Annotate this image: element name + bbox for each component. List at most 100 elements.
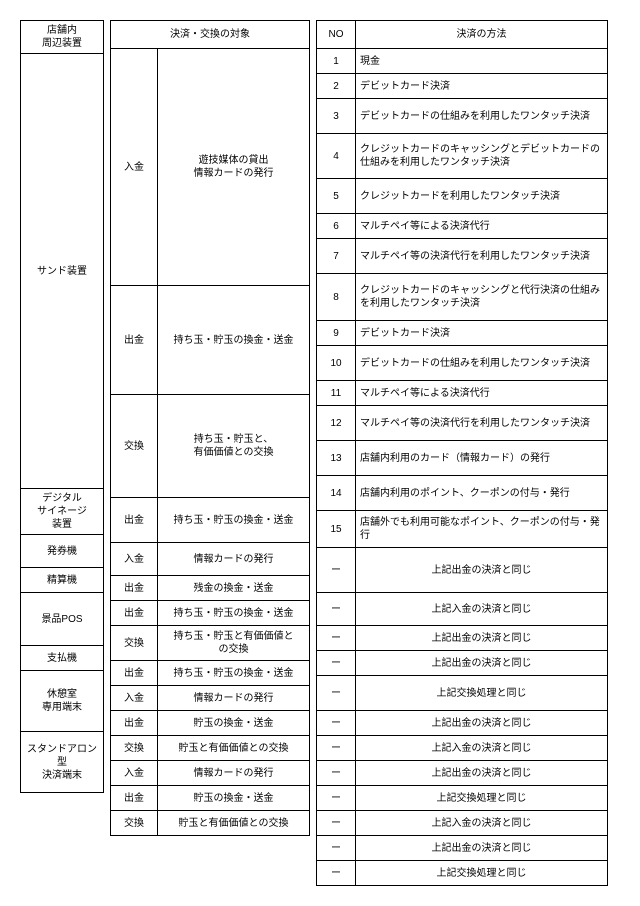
mid-type-cell: 交換 [111,736,158,761]
right-desc-cell: 上記交換処理と同じ [356,861,608,886]
right-desc-cell: デビットカード決済 [356,321,608,346]
right-no-cell: ー [317,786,356,811]
right-desc-cell: 上記出金の決済と同じ [356,626,608,651]
right-desc-cell: 上記出金の決済と同じ [356,761,608,786]
right-desc-cell: 上記入金の決済と同じ [356,811,608,836]
right-header-no: NO [317,21,356,49]
left-cell: 発券機 [21,535,104,568]
table-container: 店舗内周辺装置 サンド装置デジタルサイネージ装置発券機精算機景品POS支払機休憩… [20,20,620,886]
mid-desc-cell: 持ち玉・貯玉の換金・送金 [158,286,310,395]
right-no-cell: 8 [317,274,356,321]
mid-desc-cell: 情報カードの発行 [158,543,310,576]
right-no-cell: 12 [317,406,356,441]
mid-type-cell: 入金 [111,686,158,711]
right-no-cell: ー [317,736,356,761]
right-table: NO 決済の方法 1現金2デビットカード決済3デビットカードの仕組みを利用したワ… [316,20,608,886]
right-no-cell: ー [317,548,356,593]
right-desc-cell: クレジットカードのキャッシングと代行決済の仕組みを利用したワンタッチ決済 [356,274,608,321]
mid-type-cell: 出金 [111,498,158,543]
mid-desc-cell: 貯玉と有価価値との交換 [158,811,310,836]
right-desc-cell: 上記出金の決済と同じ [356,836,608,861]
right-desc-cell: デビットカードの仕組みを利用したワンタッチ決済 [356,99,608,134]
mid-desc-cell: 持ち玉・貯玉の換金・送金 [158,661,310,686]
right-no-cell: 9 [317,321,356,346]
right-desc-cell: 上記交換処理と同じ [356,786,608,811]
mid-type-cell: 入金 [111,49,158,286]
right-no-cell: ー [317,711,356,736]
mid-header: 決済・交換の対象 [111,21,310,49]
right-desc-cell: 上記出金の決済と同じ [356,651,608,676]
right-no-cell: ー [317,811,356,836]
right-no-cell: 6 [317,214,356,239]
right-desc-cell: 店舗内利用のポイント、クーポンの付与・発行 [356,476,608,511]
mid-type-cell: 入金 [111,761,158,786]
mid-desc-cell: 残金の換金・送金 [158,576,310,601]
right-desc-cell: 現金 [356,49,608,74]
right-no-cell: ー [317,836,356,861]
right-desc-cell: 店舗内利用のカード（情報カード）の発行 [356,441,608,476]
right-no-cell: 3 [317,99,356,134]
left-cell: スタンドアロン型決済端末 [21,732,104,793]
right-desc-cell: 上記交換処理と同じ [356,676,608,711]
left-table: 店舗内周辺装置 サンド装置デジタルサイネージ装置発券機精算機景品POS支払機休憩… [20,20,104,793]
mid-type-cell: 出金 [111,786,158,811]
right-no-cell: 15 [317,511,356,548]
right-no-cell: ー [317,593,356,626]
mid-desc-cell: 情報カードの発行 [158,761,310,786]
right-desc-cell: 店舗外でも利用可能なポイント、クーポンの付与・発行 [356,511,608,548]
mid-type-cell: 入金 [111,543,158,576]
right-desc-cell: クレジットカードを利用したワンタッチ決済 [356,179,608,214]
right-desc-cell: デビットカード決済 [356,74,608,99]
right-desc-cell: マルチペイ等の決済代行を利用したワンタッチ決済 [356,239,608,274]
right-no-cell: 13 [317,441,356,476]
mid-type-cell: 出金 [111,601,158,626]
left-cell: 精算機 [21,568,104,593]
mid-desc-cell: 持ち玉・貯玉と有価価値との交換 [158,626,310,661]
middle-table: 決済・交換の対象 入金遊技媒体の貸出情報カードの発行出金持ち玉・貯玉の換金・送金… [110,20,310,836]
mid-desc-cell: 貯玉と有価価値との交換 [158,736,310,761]
right-no-cell: 4 [317,134,356,179]
left-cell: サンド装置 [21,54,104,489]
mid-type-cell: 交換 [111,811,158,836]
mid-desc-cell: 情報カードの発行 [158,686,310,711]
right-no-cell: 5 [317,179,356,214]
left-header: 店舗内周辺装置 [21,21,104,54]
right-desc-cell: クレジットカードのキャッシングとデビットカードの仕組みを利用したワンタッチ決済 [356,134,608,179]
right-no-cell: ー [317,761,356,786]
mid-type-cell: 交換 [111,395,158,498]
right-desc-cell: デビットカードの仕組みを利用したワンタッチ決済 [356,346,608,381]
mid-type-cell: 出金 [111,576,158,601]
right-header-method: 決済の方法 [356,21,608,49]
right-no-cell: 7 [317,239,356,274]
mid-desc-cell: 持ち玉・貯玉と、有価価値との交換 [158,395,310,498]
right-no-cell: ー [317,676,356,711]
mid-type-cell: 出金 [111,661,158,686]
mid-desc-cell: 貯玉の換金・送金 [158,711,310,736]
mid-desc-cell: 持ち玉・貯玉の換金・送金 [158,498,310,543]
left-cell: 休憩室専用端末 [21,671,104,732]
right-desc-cell: マルチペイ等の決済代行を利用したワンタッチ決済 [356,406,608,441]
mid-type-cell: 出金 [111,711,158,736]
right-desc-cell: 上記入金の決済と同じ [356,736,608,761]
right-desc-cell: マルチペイ等による決済代行 [356,381,608,406]
right-no-cell: 2 [317,74,356,99]
mid-desc-cell: 貯玉の換金・送金 [158,786,310,811]
left-cell: 景品POS [21,593,104,646]
right-desc-cell: 上記入金の決済と同じ [356,593,608,626]
left-cell: 支払機 [21,646,104,671]
mid-type-cell: 交換 [111,626,158,661]
right-desc-cell: 上記出金の決済と同じ [356,711,608,736]
right-no-cell: 1 [317,49,356,74]
mid-desc-cell: 遊技媒体の貸出情報カードの発行 [158,49,310,286]
right-no-cell: ー [317,651,356,676]
right-no-cell: 14 [317,476,356,511]
right-no-cell: 11 [317,381,356,406]
right-no-cell: ー [317,861,356,886]
right-no-cell: ー [317,626,356,651]
right-desc-cell: 上記出金の決済と同じ [356,548,608,593]
mid-type-cell: 出金 [111,286,158,395]
right-no-cell: 10 [317,346,356,381]
left-cell: デジタルサイネージ装置 [21,489,104,535]
mid-desc-cell: 持ち玉・貯玉の換金・送金 [158,601,310,626]
right-desc-cell: マルチペイ等による決済代行 [356,214,608,239]
